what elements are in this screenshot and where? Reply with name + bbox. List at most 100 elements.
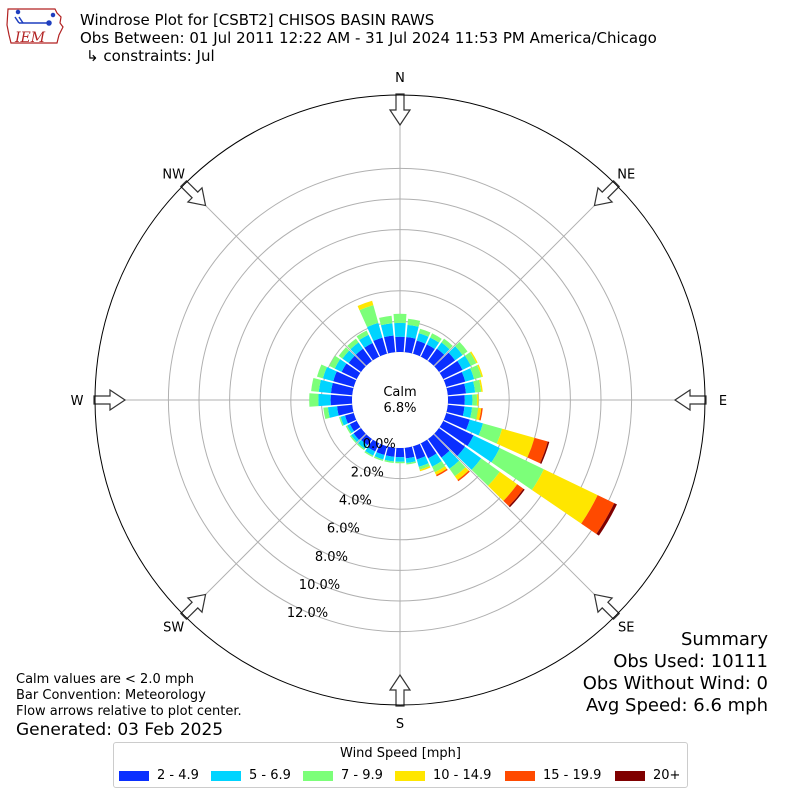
direction-label-ne: NE <box>617 168 635 183</box>
windrose-bar-segment <box>311 377 321 392</box>
windrose-bar-segment <box>476 407 482 421</box>
windrose-bar-segment <box>404 446 415 459</box>
windrose-bar-segment <box>434 352 456 372</box>
direction-label-e: E <box>719 394 727 409</box>
flow-arrow-icon <box>93 388 127 412</box>
windrose-bar-segment <box>356 443 365 451</box>
windrose-bar-segment <box>323 407 330 420</box>
legend-label: 20+ <box>653 768 681 783</box>
windrose-bar-segment <box>412 340 426 357</box>
windrose-bar-segment <box>464 352 477 366</box>
windrose-bar-segment <box>355 348 372 366</box>
windrose-bar-segment <box>457 355 471 370</box>
windrose-bar-segment <box>349 435 357 444</box>
windrose-bar-segment <box>342 350 355 364</box>
radial-tick-label: 10.0% <box>299 578 340 593</box>
windrose-bar-segment <box>531 469 598 524</box>
legend-swatch <box>615 770 645 781</box>
legend-label: 2 - 4.9 <box>157 768 199 783</box>
windrose-bar-segment <box>349 420 361 432</box>
windrose-bar-segment <box>365 447 376 456</box>
wind-barb-icon <box>14 9 56 26</box>
windrose-bar-segment <box>339 416 344 427</box>
windrose-bar-segment <box>446 383 467 396</box>
windrose-bar-segment <box>476 394 479 406</box>
windrose-bar-segment <box>491 448 544 490</box>
legend-item-20-plus: 20+ <box>615 768 681 783</box>
windrose-bar-segment <box>395 461 405 464</box>
windrose-bar-segment <box>318 379 333 394</box>
windrose-bar-segment <box>384 459 394 463</box>
windrose-bar-segment <box>357 300 374 311</box>
windrose-bar-segment <box>406 461 417 465</box>
windrose-bar-segment <box>461 368 475 382</box>
constraints: ↳ constraints: Jul <box>86 47 215 65</box>
windrose-bar-segment <box>309 393 319 407</box>
windrose-bar-segment <box>464 381 476 394</box>
windrose-bar-segment <box>428 348 445 366</box>
calm-circle <box>352 352 448 448</box>
legend-swatch <box>505 770 535 781</box>
windrose-bar-segment <box>581 495 615 534</box>
windrose-bar-segment <box>341 363 361 380</box>
windrose-bar-segment <box>364 342 380 361</box>
windrose-bar-segment <box>359 334 373 348</box>
windrose-bar-segment <box>364 451 374 458</box>
windrose-bar-segment <box>406 324 419 339</box>
windrose-bar-segment <box>426 337 440 349</box>
windrose-bar-segment <box>340 415 348 426</box>
calm-value: 6.8% <box>383 401 416 416</box>
windrose-bar-segment <box>407 318 421 327</box>
direction-label-sw: SW <box>163 620 184 635</box>
windrose-bar-segment <box>467 435 500 463</box>
radial-tick-labels: 0.0% 2.0% 4.0% 6.0% 8.0% 10.0% 12.0% <box>287 437 396 621</box>
calm-label: Calm <box>383 385 416 400</box>
flow-arrows-note: Flow arrows relative to plot center. <box>16 704 242 719</box>
windrose-bar-segment <box>374 452 385 460</box>
direction-label-w: W <box>71 394 84 409</box>
grid-spoke <box>433 183 617 367</box>
windrose-bar-segment <box>462 406 473 418</box>
flow-arrows <box>93 93 707 707</box>
windrose-bar-segment <box>348 355 366 372</box>
windrose-bar-segment <box>436 468 448 477</box>
windrose-bar-segment <box>383 335 396 354</box>
windrose-bars <box>309 300 617 536</box>
windrose-bar-segment <box>488 471 518 501</box>
legend-swatch <box>211 770 241 781</box>
windrose-bar-segment <box>405 456 416 463</box>
windrose-bar-segment <box>394 322 406 337</box>
windrose-bar-segment <box>454 467 469 480</box>
windrose-bar-segment <box>457 446 482 470</box>
radial-tick-label: 12.0% <box>287 606 328 621</box>
windrose-bar-segment <box>432 461 446 473</box>
radial-tick-label: 0.0% <box>363 437 396 452</box>
windrose-bar-segment <box>395 447 405 458</box>
windrose-bar-segment <box>367 439 380 452</box>
direction-label-n: N <box>395 71 405 86</box>
windrose-bar-segment <box>373 456 384 461</box>
windrose-bar-segment <box>380 323 394 338</box>
calm-definition: Calm values are < 2.0 mph <box>16 672 195 687</box>
windrose-bar-segment <box>418 328 431 337</box>
outer-ring <box>94 94 706 706</box>
legend-label: 5 - 6.9 <box>249 768 291 783</box>
windrose-bar-segment <box>443 372 466 388</box>
windrose-bar-segment <box>469 351 478 364</box>
windrose-bar-segment <box>344 412 357 424</box>
windrose-bar-segment <box>466 419 484 436</box>
grid-spoke <box>183 433 367 617</box>
windrose-bar-segment <box>357 439 368 449</box>
radial-tick-label: 6.0% <box>327 522 360 537</box>
windrose-bar-segment <box>329 355 341 369</box>
windrose-bar-segment <box>479 379 483 392</box>
windrose-bar-segment <box>443 412 470 430</box>
legend-item-5-6.9: 5 - 6.9 <box>211 768 291 783</box>
windrose-bar-segment <box>430 333 442 343</box>
windrose-bar-segment <box>470 365 482 380</box>
chart-title: Windrose Plot for [CSBT2] CHISOS BASIN R… <box>80 11 435 29</box>
windrose-bar-segment <box>464 394 473 406</box>
windrose-bar-segment <box>439 420 474 447</box>
legend-item-2-4.9: 2 - 4.9 <box>119 768 199 783</box>
legend-label: 15 - 19.9 <box>543 768 602 783</box>
